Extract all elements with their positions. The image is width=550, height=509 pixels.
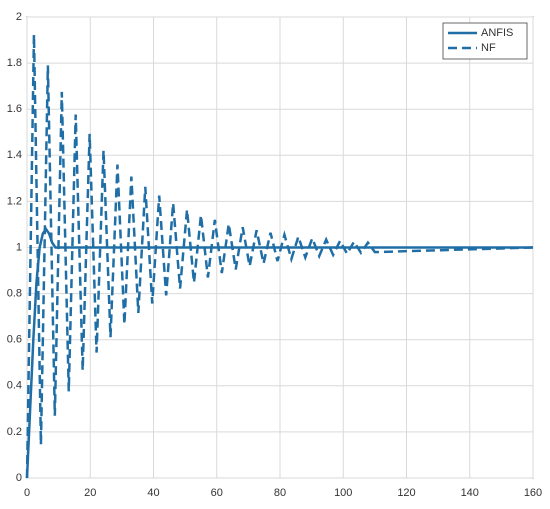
y-tick-label: 1.6 [7, 103, 22, 115]
y-tick-label: 1.4 [7, 149, 22, 161]
y-tick-label: 1.8 [7, 57, 22, 69]
data-line [25, 34, 534, 479]
x-tick-label: 120 [397, 487, 415, 499]
legend-label: NF [481, 42, 496, 54]
y-tick-label: 0.6 [7, 334, 22, 346]
x-tick-label: 0 [24, 487, 30, 499]
x-tick-label: 140 [461, 487, 479, 499]
y-tick-label: 1 [16, 241, 22, 253]
x-tick-label: 160 [524, 487, 542, 499]
x-tick-label: 40 [147, 487, 159, 499]
y-tick-label: 0.2 [7, 426, 22, 438]
y-tick-label: 1.2 [7, 195, 22, 207]
y-tick-label: 0.4 [7, 380, 22, 392]
y-tick-label: 0.8 [7, 288, 22, 300]
y-tick-label: 2 [16, 11, 22, 23]
legend-box [442, 22, 528, 60]
x-tick-label: 60 [211, 487, 223, 499]
x-tick-label: 80 [274, 487, 286, 499]
y-tick-label: 0 [16, 472, 22, 484]
x-tick-label: 100 [334, 487, 352, 499]
legend-label: ANFIS [481, 27, 513, 39]
x-tick-label: 20 [84, 487, 96, 499]
